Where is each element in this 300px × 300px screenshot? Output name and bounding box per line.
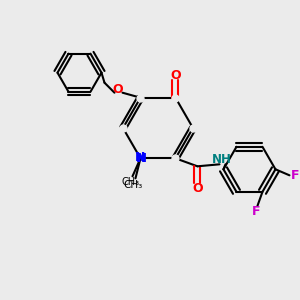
Text: O: O — [192, 182, 203, 195]
Text: O: O — [112, 83, 123, 96]
Text: F: F — [291, 169, 300, 182]
Text: F: F — [252, 205, 261, 218]
Text: N: N — [135, 151, 146, 164]
Text: O: O — [170, 69, 181, 82]
Text: CH₃: CH₃ — [122, 177, 140, 187]
Text: N: N — [136, 152, 146, 165]
Text: CH₃: CH₃ — [124, 180, 143, 190]
Text: NH: NH — [212, 153, 231, 166]
Text: N: N — [136, 152, 146, 165]
